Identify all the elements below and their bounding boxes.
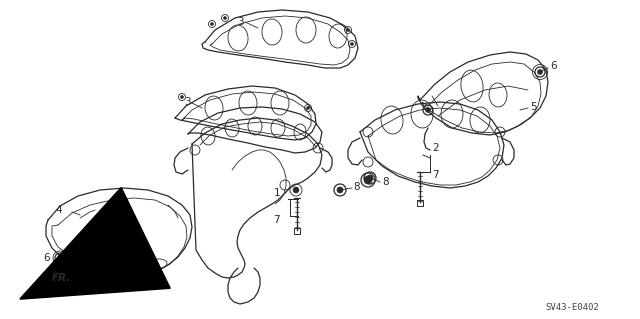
Circle shape xyxy=(58,256,63,261)
Text: 8: 8 xyxy=(353,182,360,192)
Circle shape xyxy=(293,187,299,193)
Circle shape xyxy=(538,70,543,75)
Circle shape xyxy=(367,175,373,181)
Text: FR.: FR. xyxy=(52,273,72,283)
Text: SV43-E0402: SV43-E0402 xyxy=(545,303,599,313)
Circle shape xyxy=(426,108,431,113)
Text: 6: 6 xyxy=(550,61,557,71)
Circle shape xyxy=(337,187,343,193)
Text: 1: 1 xyxy=(273,188,280,198)
Circle shape xyxy=(211,23,214,26)
Circle shape xyxy=(223,17,227,19)
Text: 8: 8 xyxy=(382,177,388,187)
Circle shape xyxy=(180,95,184,99)
Text: 7: 7 xyxy=(432,170,438,180)
Text: 5: 5 xyxy=(530,102,536,112)
Text: 4: 4 xyxy=(56,205,62,215)
Circle shape xyxy=(346,28,349,32)
Text: 2: 2 xyxy=(432,143,438,153)
Text: 3: 3 xyxy=(237,17,244,27)
Text: 3: 3 xyxy=(184,97,191,107)
Text: 7: 7 xyxy=(273,215,280,225)
Circle shape xyxy=(351,42,353,46)
Circle shape xyxy=(307,107,310,109)
Text: 6: 6 xyxy=(44,253,50,263)
Circle shape xyxy=(364,176,372,184)
